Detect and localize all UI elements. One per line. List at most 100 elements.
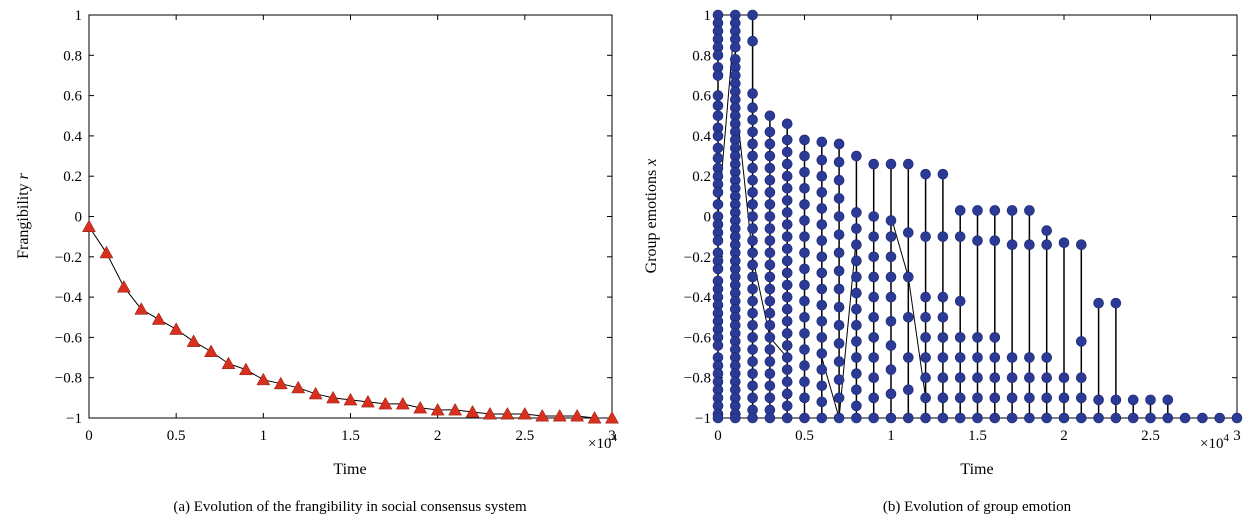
data-point [851, 400, 862, 412]
data-point [238, 362, 253, 376]
data-point [781, 291, 793, 303]
data-point [972, 235, 983, 246]
data-point [989, 412, 1001, 424]
data-point [781, 352, 793, 363]
data-point [833, 356, 845, 367]
data-point [712, 263, 724, 275]
data-point [169, 322, 184, 335]
data-point [868, 372, 880, 384]
data-point [816, 299, 828, 311]
data-point [954, 295, 966, 307]
data-point [1006, 372, 1018, 384]
data-point [343, 392, 358, 406]
data-point [816, 170, 828, 182]
data-point [747, 138, 758, 150]
data-point [747, 332, 758, 343]
data-point [781, 255, 793, 267]
data-point [972, 332, 983, 343]
data-point [747, 271, 758, 283]
data-point [764, 211, 776, 222]
data-point [868, 158, 880, 170]
data-point [816, 348, 828, 359]
data-point [851, 287, 862, 299]
data-point [937, 372, 949, 384]
data-point [151, 312, 166, 325]
data-point [799, 134, 810, 146]
series-markers-a [82, 219, 619, 424]
series-markers-b [712, 9, 1243, 424]
data-point [448, 402, 463, 416]
data-point [902, 158, 914, 170]
data-point [816, 396, 828, 408]
data-point [535, 408, 550, 422]
data-point [1058, 237, 1070, 248]
data-point [764, 110, 776, 122]
data-point [1093, 394, 1104, 406]
data-point [989, 235, 1001, 246]
data-point [729, 412, 741, 424]
data-point [851, 336, 862, 347]
data-point [605, 410, 619, 424]
data-point [747, 126, 758, 138]
data-point [781, 158, 793, 170]
data-point [517, 406, 532, 420]
data-point [378, 396, 393, 410]
data-point [937, 291, 949, 303]
y-axis-label-var-b: x [643, 159, 660, 167]
data-point [747, 223, 758, 234]
data-point [764, 247, 776, 259]
data-point [937, 392, 949, 404]
data-point [954, 332, 966, 343]
data-point [920, 372, 931, 384]
data-point [1006, 239, 1018, 251]
data-point [747, 88, 758, 99]
data-point [764, 320, 776, 331]
data-point [764, 162, 776, 174]
data-point [1024, 205, 1035, 216]
data-point [1024, 372, 1035, 384]
data-point [799, 360, 810, 371]
data-point [885, 158, 897, 170]
y-tick-labels-b: −1 −0.8 −0.6 −0.4 −0.2 0 0.2 0.4 0.6 0.8 1 [684, 8, 712, 427]
data-point [712, 340, 724, 351]
data-point [82, 219, 96, 233]
data-point [1145, 412, 1156, 424]
y-tick-label: −0.6 [55, 330, 83, 346]
data-point [885, 412, 897, 424]
data-point [885, 251, 897, 263]
data-point [781, 412, 793, 424]
x-tick-label: 1.5 [968, 428, 987, 444]
x-tick-label: 0.5 [795, 428, 814, 444]
x-tick-label: 0 [85, 428, 93, 444]
data-point [747, 199, 758, 210]
data-point [291, 380, 306, 394]
data-point [361, 394, 375, 408]
data-point [1024, 239, 1035, 251]
data-point [833, 138, 845, 150]
data-point [1006, 352, 1018, 363]
y-tick-label: 0.2 [692, 169, 711, 185]
data-point [747, 211, 758, 222]
y-tick-label: −1 [66, 411, 82, 427]
data-point [747, 412, 758, 424]
data-point [885, 231, 897, 242]
x-tick-label: 2.5 [1141, 428, 1160, 444]
x-tick-label: 2.5 [515, 428, 534, 444]
x-tick-label: 1 [260, 428, 268, 444]
data-point [781, 231, 793, 242]
data-point [954, 392, 966, 404]
panel-b: 0 0.5 1 1.5 2 2.5 3 −1 −0.8 −0.6 −0.4 −0.2 0 0.2 0.4 0… [643, 8, 1243, 515]
data-point [712, 152, 724, 164]
data-point [764, 380, 776, 392]
data-point [747, 150, 758, 162]
y-tick-label: 0.4 [63, 129, 82, 145]
data-point [1041, 352, 1052, 363]
data-point [764, 150, 776, 162]
y-axis-label-var-a: r [15, 172, 32, 179]
data-point [764, 259, 776, 271]
data-point [781, 328, 793, 339]
data-point [781, 279, 793, 291]
data-point [937, 412, 949, 424]
data-point [799, 328, 810, 339]
data-point [833, 174, 845, 186]
